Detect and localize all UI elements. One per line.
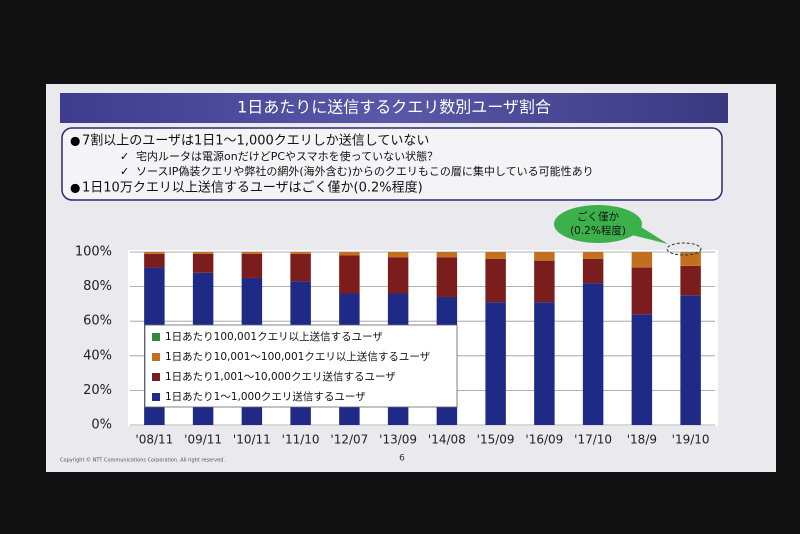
sub-bullet: 宅内ルータは電源onだけどPCやスマホを使っていない状態？ <box>136 149 438 163</box>
bar-segment <box>534 260 555 303</box>
bar-segment <box>241 252 263 254</box>
bar-segment <box>631 314 653 425</box>
annotation: ごく僅か <box>577 210 619 223</box>
y-tick-label: 80% <box>83 279 112 294</box>
bar-segment <box>436 252 458 258</box>
bar-segment <box>485 258 506 303</box>
bar-segment <box>144 252 165 254</box>
bar-segment <box>144 253 165 268</box>
x-tick-label: '14/08 <box>428 433 466 447</box>
y-tick-label: 20% <box>83 383 112 398</box>
legend-label: 1日あたり1～1,000クエリ送信するユーザ <box>165 390 366 403</box>
x-tick-label: '10/11 <box>233 433 271 447</box>
bar-segment <box>387 252 409 258</box>
bar-segment <box>241 253 263 278</box>
highlight <box>666 242 702 256</box>
legend-box <box>144 324 458 408</box>
title-bar <box>60 93 728 123</box>
bar-segment <box>192 253 214 273</box>
y-tick-label: 40% <box>83 348 112 363</box>
check: ✓ <box>120 165 129 178</box>
legend-swatch <box>152 373 160 381</box>
y-tick-label: 100% <box>75 245 112 260</box>
x-tick-label: '09/11 <box>184 433 222 447</box>
legend-label: 1日あたり100,001クエリ以上送信するユーザ <box>165 330 383 343</box>
legend-label: 1日あたり1,001～10,000クエリ送信するユーザ <box>165 370 396 383</box>
bar-segment <box>339 255 360 294</box>
bar-segment <box>485 302 506 425</box>
x-tick-label: '12/07 <box>330 433 368 447</box>
bar-segment <box>631 252 653 268</box>
bar-segment <box>582 258 604 284</box>
bar-segment <box>631 267 653 315</box>
x-tick-label: '11/10 <box>282 433 320 447</box>
bar-segment <box>582 283 604 425</box>
bar-segment <box>192 252 214 254</box>
copyright: Copyright © NTT Communications Corporati… <box>60 457 225 464</box>
bullet: 1日10万クエリ以上送信するユーザはごく僅か(0.2%程度) <box>82 180 423 196</box>
bar-segment <box>680 252 701 266</box>
x-tick-label: '08/11 <box>135 433 173 447</box>
bar-segment <box>436 257 458 297</box>
callout <box>554 205 642 243</box>
bullet-dot: ● <box>70 134 80 148</box>
bar-segment <box>680 265 701 296</box>
sub-bullet: ソースIP偽装クエリや弊社の網外(海外含む)からのクエリもこの層に集中している可… <box>136 164 594 178</box>
x-tick-label: '18/9 <box>627 433 657 447</box>
bar-segment <box>290 253 311 282</box>
legend-swatch <box>152 353 160 361</box>
legend-label: 1日あたり10,001～100,001クエリ以上送信するユーザ <box>165 350 431 363</box>
x-tick-label: '13/09 <box>379 433 417 447</box>
bullet-box <box>61 127 723 201</box>
x-tick-label: '16/09 <box>525 433 563 447</box>
annotation: (0.2%程度) <box>570 224 626 237</box>
bar-segment <box>485 252 506 259</box>
x-tick-label: '15/09 <box>477 433 515 447</box>
bar-segment <box>534 302 555 425</box>
bar-segment <box>534 252 555 261</box>
check: ✓ <box>120 150 129 163</box>
slide-title: 1日あたりに送信するクエリ数別ユーザ割合 <box>237 98 551 117</box>
y-tick-label: 60% <box>83 314 112 329</box>
bar-segment <box>339 252 360 256</box>
bar-segment <box>680 295 701 425</box>
page-number: 6 <box>399 454 405 464</box>
bullet: 7割以上のユーザは1日1～1,000クエリしか送信していない <box>82 133 429 149</box>
bar-segment <box>582 252 604 259</box>
x-tick-label: '17/10 <box>574 433 612 447</box>
bar-segment <box>290 252 311 254</box>
chart: 0% 20% 40% 60% 80% 100% '08/11 '09/11 '10/11 '11/… <box>75 205 715 447</box>
bar-segment <box>387 257 409 294</box>
legend-swatch <box>152 333 160 341</box>
x-tick-label: '19/10 <box>672 433 710 447</box>
legend-swatch <box>152 393 160 401</box>
y-tick-label: 0% <box>91 418 112 433</box>
bullet-dot: ● <box>70 181 80 195</box>
